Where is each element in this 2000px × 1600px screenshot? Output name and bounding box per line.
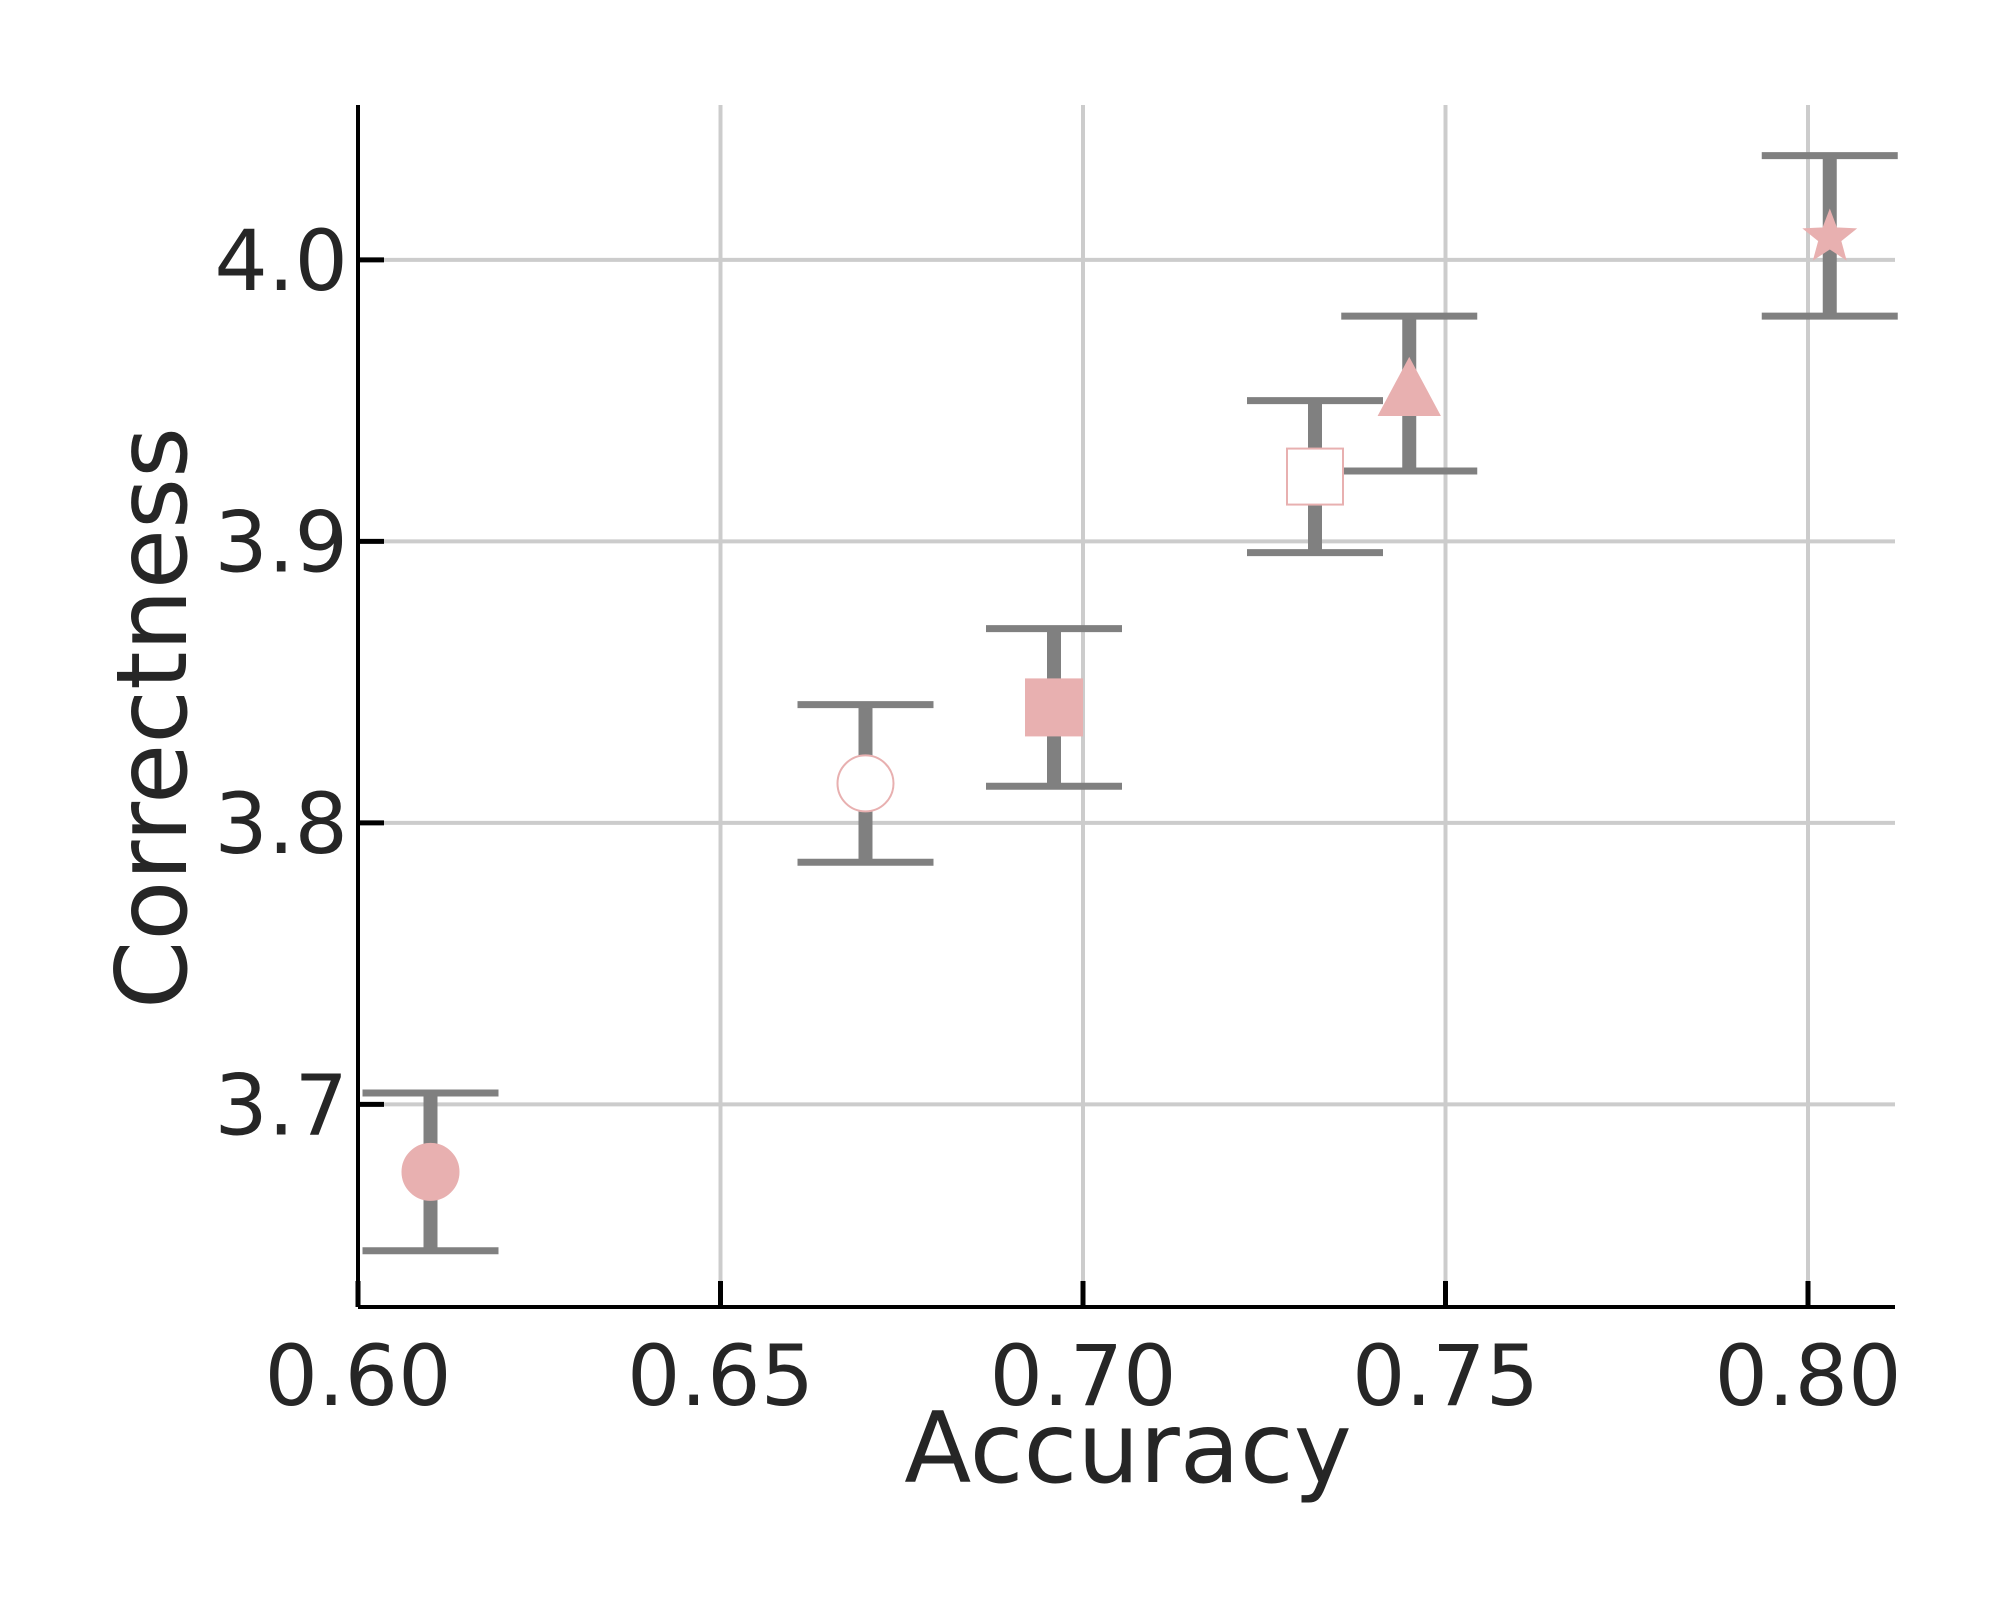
axes <box>356 105 1895 1309</box>
data-point-square <box>1025 678 1083 737</box>
data-point-triangle <box>1377 356 1441 416</box>
x-axis-title: Accuracy <box>904 1392 1351 1506</box>
data-point-star <box>1802 208 1858 261</box>
y-tick-label: 3.9 <box>214 493 348 591</box>
y-axis-title: Correctness <box>96 427 210 1009</box>
x-tick-label: 0.60 <box>264 1327 451 1425</box>
x-tick-label: 0.65 <box>627 1327 814 1425</box>
grid <box>356 105 1895 1307</box>
x-tick-label: 0.70 <box>989 1327 1176 1425</box>
markers <box>401 208 1858 1201</box>
error-bars <box>362 152 1898 1255</box>
data-point-circle <box>401 1142 460 1201</box>
y-tick-label: 4.0 <box>214 212 348 310</box>
data-point-square <box>1286 447 1344 506</box>
ticks: 0.60 0.65 0.70 0.75 0.80 3.7 3.8 3.9 4.0 <box>214 212 1901 1425</box>
data-point-circle <box>836 754 895 813</box>
x-tick-label: 0.75 <box>1352 1327 1539 1425</box>
y-tick-label: 3.7 <box>214 1056 348 1154</box>
y-tick-label: 3.8 <box>214 775 348 873</box>
x-tick-label: 0.80 <box>1714 1327 1901 1425</box>
